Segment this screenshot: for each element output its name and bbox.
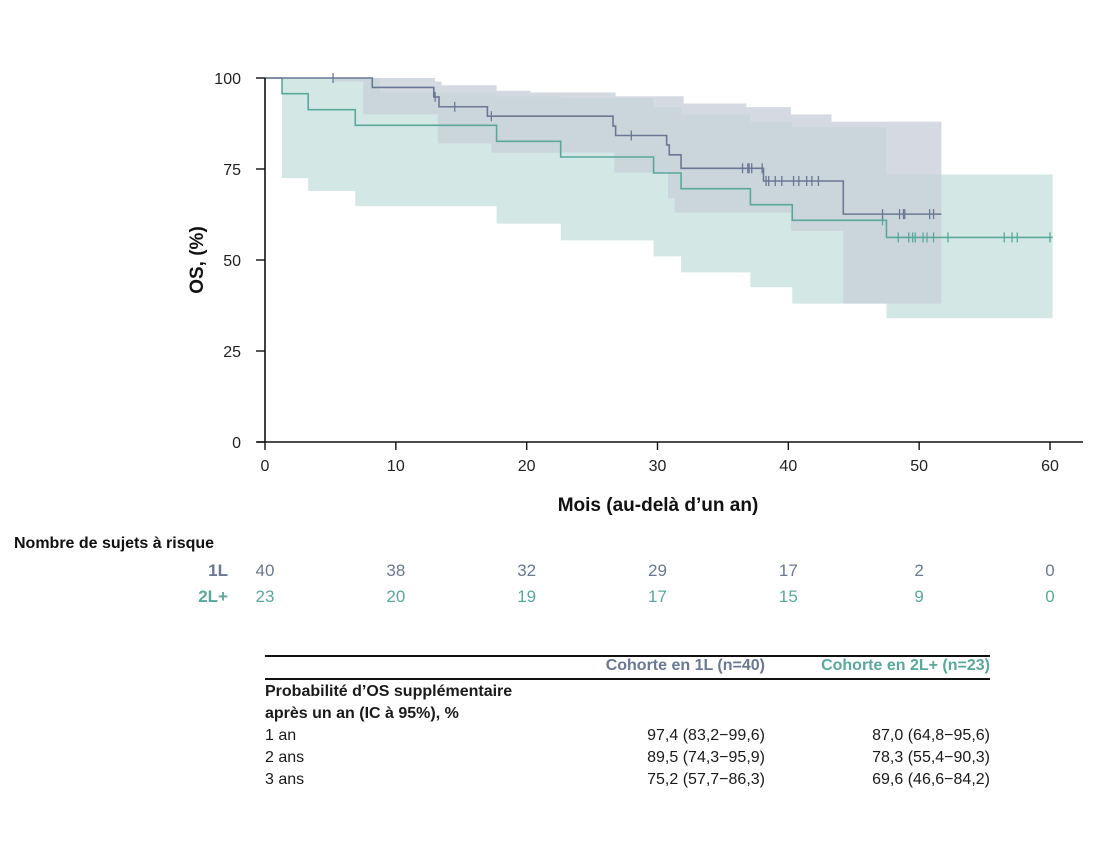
x-tick-label: 50 <box>910 458 928 475</box>
y-tick-label: 25 <box>223 344 241 361</box>
table-rule-mid <box>265 678 990 680</box>
summary-col2-value: 69,6 (46,6−84,2) <box>770 771 990 789</box>
risk-row-label: 2L+ <box>168 587 228 607</box>
risk-count: 2 <box>899 561 939 581</box>
summary-row-label: 2 ans <box>265 749 304 767</box>
risk-count: 20 <box>376 587 416 607</box>
col1-header: Cohorte en 1L (n=40) <box>565 657 765 675</box>
risk-count: 0 <box>1030 561 1070 581</box>
risk-count: 40 <box>245 561 285 581</box>
risk-count: 38 <box>376 561 416 581</box>
risk-count: 0 <box>1030 587 1070 607</box>
risk-count: 19 <box>507 587 547 607</box>
km-chart: 0 10 20 30 40 50 60 0 25 50 75 100 Mois (au-delà d’… <box>0 0 1100 530</box>
y-tick-label: 50 <box>223 253 241 270</box>
x-tick-label: 30 <box>649 458 667 475</box>
summary-col2-value: 87,0 (64,8−95,6) <box>770 727 990 745</box>
summary-row-label: 3 ans <box>265 771 304 789</box>
x-axis-title: Mois (au-delà d’un an) <box>558 495 759 516</box>
risk-count: 29 <box>638 561 678 581</box>
confidence-bands <box>265 78 1053 318</box>
x-tick-label: 10 <box>387 458 405 475</box>
x-tick-label: 60 <box>1041 458 1059 475</box>
x-tick-label: 0 <box>261 458 270 475</box>
summary-col1-value: 97,4 (83,2−99,6) <box>565 727 765 745</box>
risk-row-label: 1L <box>168 561 228 581</box>
summary-col1-value: 89,5 (74,3−95,9) <box>565 749 765 767</box>
summary-col1-value: 75,2 (57,7−86,3) <box>565 771 765 789</box>
x-tick-label: 40 <box>779 458 797 475</box>
col2-header: Cohorte en 2L+ (n=23) <box>770 657 990 675</box>
risk-count: 32 <box>507 561 547 581</box>
section-title-line1: Probabilité d’OS supplémentaire <box>265 683 512 701</box>
risk-count: 17 <box>768 561 808 581</box>
risk-count: 17 <box>638 587 678 607</box>
risk-count: 15 <box>768 587 808 607</box>
y-tick-label: 100 <box>214 71 241 88</box>
y-tick-label: 75 <box>223 162 241 179</box>
risk-count: 9 <box>899 587 939 607</box>
y-axis-title: OS, (%) <box>187 226 208 294</box>
risk-table-title: Nombre de sujets à risque <box>14 535 214 553</box>
summary-row-label: 1 an <box>265 727 296 745</box>
summary-col2-value: 78,3 (55,4−90,3) <box>770 749 990 767</box>
x-tick-label: 20 <box>518 458 536 475</box>
risk-count: 23 <box>245 587 285 607</box>
section-title-line2: après un an (IC à 95%), % <box>265 705 459 723</box>
y-tick-label: 0 <box>232 435 241 452</box>
